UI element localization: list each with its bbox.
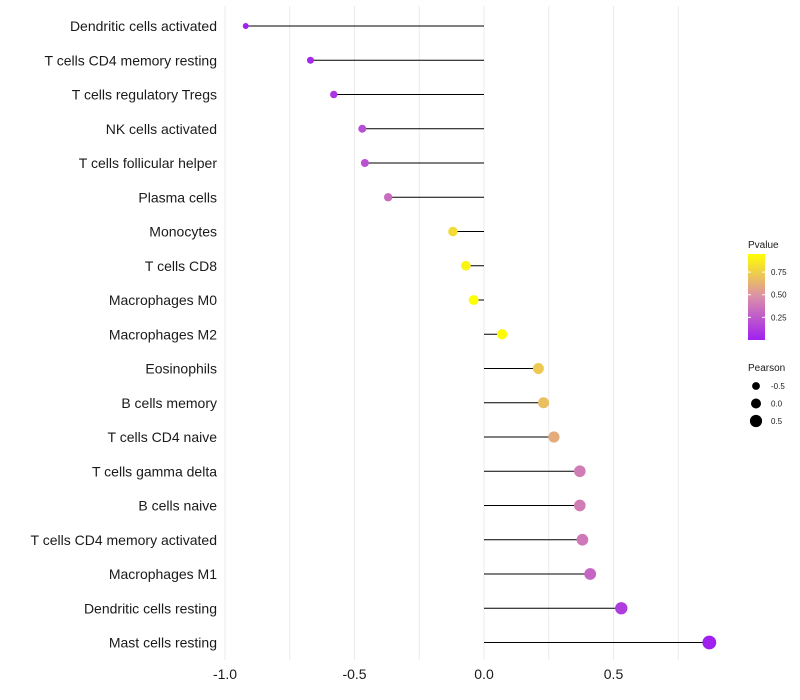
lollipop-point — [448, 226, 458, 237]
category-label: T cells CD8 — [145, 258, 217, 274]
category-label: Macrophages M2 — [109, 326, 217, 342]
lollipop-point — [576, 533, 589, 546]
stem-layer — [245, 25, 710, 643]
category-label: T cells follicular helper — [79, 155, 218, 171]
lollipop-point — [538, 397, 550, 409]
lollipop-point — [615, 602, 628, 615]
lollipop-point — [532, 363, 544, 374]
size-legend-label: 0.5 — [771, 417, 783, 426]
lollipop-point — [574, 465, 586, 478]
size-legend-title: Pearson — [748, 363, 785, 374]
color-legend-tick-label: 0.75 — [771, 268, 787, 277]
lollipop-point — [383, 193, 393, 202]
color-legend-ticks: 0.75 0.50 0.25 — [748, 268, 787, 322]
color-legend-bar — [748, 254, 765, 340]
category-label: Monocytes — [149, 224, 217, 240]
color-legend-tick-label: 0.50 — [771, 291, 787, 300]
lollipop-point — [330, 90, 338, 99]
lollipop-point — [702, 635, 717, 650]
lollipop-point — [306, 56, 314, 64]
category-labels: Dendritic cells activated T cells CD4 mem… — [31, 18, 218, 651]
lollipop-point — [358, 124, 367, 133]
category-label: Macrophages M0 — [109, 292, 217, 308]
category-label: Plasma cells — [138, 189, 217, 205]
color-legend-title: Pvalue — [748, 240, 779, 251]
color-legend-tick-label: 0.25 — [771, 313, 787, 322]
lollipop-point — [242, 23, 249, 29]
size-legend-items: -0.5 0.0 0.5 — [749, 382, 785, 428]
category-label: T cells gamma delta — [92, 463, 217, 479]
size-legend-dot — [751, 398, 761, 409]
category-label: Mast cells resting — [109, 635, 217, 651]
category-label: Dendritic cells activated — [70, 18, 217, 34]
lollipop-point — [496, 329, 508, 340]
point-layer — [242, 23, 717, 650]
legend: Pvalue 0.75 0.50 0.25 Pearson -0.5 0.0 0.5 — [748, 240, 787, 428]
lollipop-point — [360, 159, 369, 167]
lollipop-point — [461, 260, 471, 271]
lollipop-point — [584, 568, 597, 580]
x-tick-label: 0.0 — [474, 666, 494, 682]
category-label: T cells CD4 memory resting — [45, 52, 217, 68]
size-legend-label: 0.0 — [771, 400, 783, 409]
x-tick-label: -1.0 — [213, 666, 237, 682]
x-tick-label: -0.5 — [342, 666, 366, 682]
category-label: B cells memory — [121, 395, 217, 411]
category-label: Macrophages M1 — [109, 566, 217, 582]
grid-layer — [224, 6, 679, 660]
category-label: Eosinophils — [145, 361, 217, 377]
category-label: B cells naive — [138, 498, 217, 514]
lollipop-point — [468, 295, 479, 305]
lollipop-point — [548, 431, 560, 443]
category-label: NK cells activated — [106, 121, 217, 137]
size-legend-dot — [749, 414, 763, 428]
size-legend-label: -0.5 — [771, 382, 785, 391]
category-label: Dendritic cells resting — [84, 600, 217, 616]
size-legend-dot — [752, 382, 760, 390]
x-tick-label: 0.5 — [604, 666, 624, 682]
x-axis-ticks: -1.0 -0.5 0.0 0.5 — [213, 666, 624, 682]
category-label: T cells regulatory Tregs — [72, 87, 217, 103]
lollipop-point — [574, 499, 586, 512]
category-label: T cells CD4 memory activated — [31, 532, 217, 548]
category-label: T cells CD4 naive — [108, 429, 218, 445]
